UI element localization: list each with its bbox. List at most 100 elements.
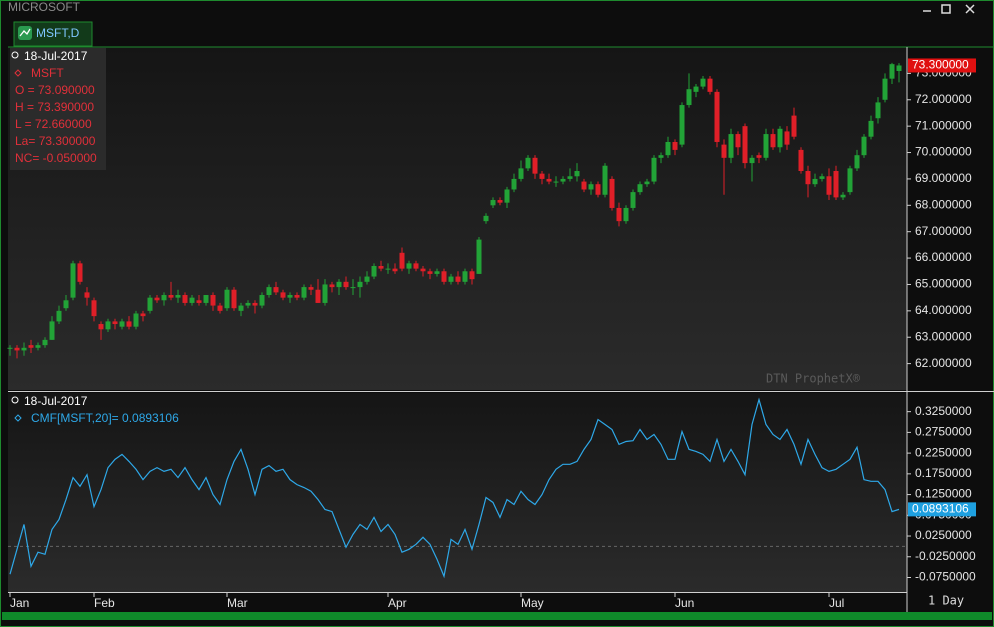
candle-body	[49, 321, 55, 340]
candle-body	[196, 300, 202, 303]
info-line: H = 73.390000	[15, 100, 94, 114]
candle-body	[448, 276, 454, 282]
zoom-icon[interactable]	[11, 396, 19, 404]
candle-body	[581, 181, 587, 190]
candle-body	[504, 189, 510, 203]
candle-body	[259, 295, 265, 306]
indicator-line	[9, 397, 900, 579]
candle-body	[812, 178, 818, 185]
y-tick-label: 0.2750000	[915, 425, 972, 439]
candle-body	[350, 287, 356, 289]
legend-entry[interactable]: CMF[MSFT,20]= 0.0893106	[31, 411, 179, 425]
candle-body	[770, 134, 776, 148]
candle-body	[546, 178, 552, 182]
y-tick-label: 70.000000	[915, 145, 972, 159]
candle-body	[203, 295, 209, 303]
candle-body	[322, 284, 328, 303]
x-tick-label: Feb	[94, 596, 115, 610]
indicator-date: 18-Jul-2017	[24, 394, 88, 408]
candle-body	[210, 295, 216, 306]
candle-body	[672, 141, 678, 150]
candle-body	[469, 271, 475, 280]
candle-body	[371, 265, 377, 277]
candle-body	[189, 297, 195, 303]
candle-body	[84, 292, 90, 298]
candle-body	[105, 321, 111, 330]
info-line: L = 72.660000	[15, 117, 92, 131]
y-tick-label: 0.2250000	[915, 445, 972, 459]
candle-body	[623, 207, 629, 222]
candle-body	[238, 305, 244, 311]
candle-body	[749, 157, 755, 164]
legend-marker	[14, 414, 22, 422]
candle-body	[133, 313, 139, 327]
candle-body	[784, 131, 790, 145]
candle-body	[427, 271, 433, 274]
candle-body	[455, 276, 461, 282]
candle-body	[742, 126, 748, 164]
y-tick-label: 0.1250000	[915, 487, 972, 501]
candle-body	[756, 155, 762, 158]
candle-body	[413, 263, 419, 269]
candle-body	[777, 128, 783, 148]
candle-body	[287, 295, 293, 298]
candle-body	[847, 168, 853, 193]
info-box	[10, 48, 106, 170]
interval-label[interactable]: 1 Day	[928, 594, 964, 608]
candle-body	[490, 200, 496, 206]
y-tick-label: -0.0750000	[915, 570, 976, 584]
candle-body	[602, 165, 608, 195]
candle-body	[588, 184, 594, 190]
info-marker	[14, 69, 22, 77]
candle-body	[574, 171, 580, 177]
y-tick-label: 68.000000	[915, 197, 972, 211]
candle-body	[763, 134, 769, 158]
candle-body	[280, 292, 286, 298]
candle-body	[889, 64, 895, 79]
tab-label[interactable]: MSFT,D	[36, 26, 80, 40]
candle-body	[70, 263, 76, 298]
candle-body	[553, 181, 559, 183]
info-line: O = 73.090000	[15, 83, 95, 97]
candle-body	[63, 300, 69, 309]
candle-body	[826, 176, 832, 195]
candle-body	[112, 321, 118, 325]
zoom-icon[interactable]	[11, 51, 19, 59]
y-tick-label: 71.000000	[915, 118, 972, 132]
watermark: DTN ProphetX®	[766, 372, 861, 386]
candle-body	[511, 178, 517, 190]
x-tick-label: Jul	[829, 596, 844, 610]
candle-body	[336, 281, 342, 288]
info-date: 18-Jul-2017	[24, 49, 88, 63]
candle-body	[483, 215, 489, 222]
candle-body	[861, 136, 867, 156]
candle-body	[728, 134, 734, 158]
candle-body	[721, 144, 727, 158]
candle-body	[854, 155, 860, 169]
candle-body	[693, 86, 699, 92]
candle-body	[735, 134, 741, 148]
y-tick-label: 0.0250000	[915, 528, 972, 542]
candle-body	[91, 300, 97, 317]
candle-body	[700, 78, 706, 87]
candle-body	[273, 287, 279, 293]
candle-body	[168, 295, 174, 298]
candle-body	[560, 178, 566, 182]
candle-body	[28, 345, 34, 348]
candle-body	[231, 289, 237, 309]
candle-body	[161, 295, 167, 301]
candle-body	[896, 65, 902, 72]
candle-body	[497, 200, 503, 203]
candle-body	[539, 173, 545, 179]
y-tick-label: 62.000000	[915, 356, 972, 370]
candle-body	[392, 268, 398, 272]
candle-body	[434, 271, 440, 274]
candle-body	[658, 155, 664, 158]
candle-body	[35, 345, 41, 348]
candle-body	[294, 295, 300, 298]
window-controls[interactable]	[923, 4, 975, 14]
y-tick-label: 66.000000	[915, 250, 972, 264]
candle-body	[630, 192, 636, 208]
x-tick-label: Mar	[227, 596, 248, 610]
candle-body	[14, 347, 20, 351]
